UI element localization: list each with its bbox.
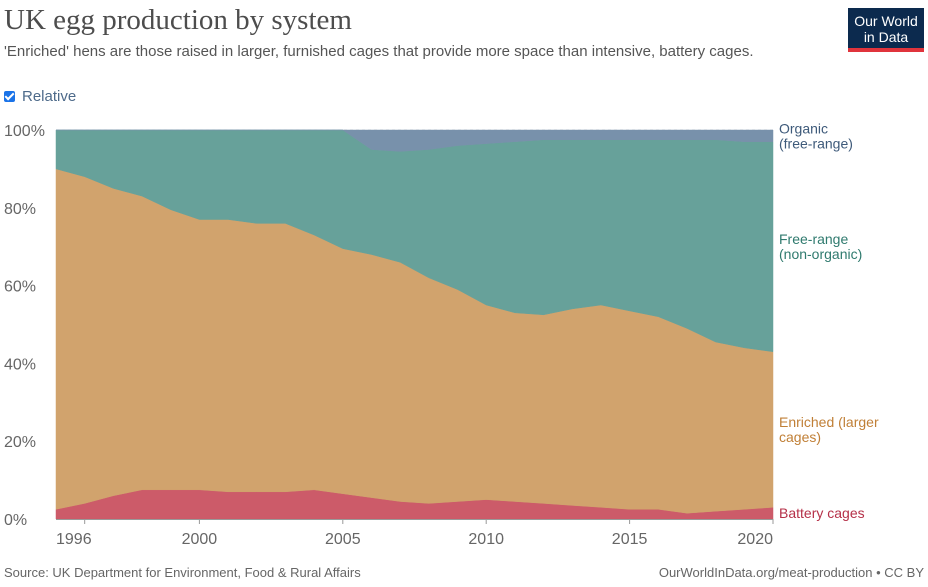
y-axis: 0% 20% 40% 60% 80% 100% xyxy=(4,123,45,529)
x-tick-label: 2020 xyxy=(737,531,773,548)
logo-line-2: in Data xyxy=(863,29,909,45)
relative-checkbox[interactable]: Relative xyxy=(4,88,76,105)
series-label-line: Enriched (larger xyxy=(779,414,879,430)
x-tick-label: 2010 xyxy=(468,531,504,548)
chart-plot: 0% 20% 40% 60% 80% 100% 1996 2000 2005 2010 2015 2… xyxy=(4,120,879,548)
series-labels: Organic (free-range) Free-range (non-organi… xyxy=(779,120,879,521)
y-tick-label: 40% xyxy=(4,356,36,373)
series-label-line: (non-organic) xyxy=(779,246,862,262)
area-organic xyxy=(56,129,774,152)
stacked-areas xyxy=(55,129,774,520)
series-label-battery: Battery cages xyxy=(779,505,865,521)
series-label-line: Free-range xyxy=(779,231,848,247)
series-label-enriched: Enriched (larger cages) xyxy=(779,414,879,445)
owid-logo[interactable]: Our World in Data xyxy=(848,8,924,52)
logo-accent-bar xyxy=(848,48,924,52)
series-label-organic: Organic (free-range) xyxy=(779,120,853,151)
y-tick-label: 100% xyxy=(4,123,45,140)
y-tick-label: 0% xyxy=(4,512,27,529)
x-tick-label: 2005 xyxy=(325,531,361,548)
x-axis: 1996 2000 2005 2010 2015 2020 xyxy=(56,519,774,548)
logo-line-1: Our World xyxy=(854,13,918,29)
series-label-line: Battery cages xyxy=(779,505,865,521)
x-tick-label: 2000 xyxy=(182,531,218,548)
series-label-free_range: Free-range (non-organic) xyxy=(779,231,862,262)
x-tick-label: 1996 xyxy=(56,531,92,548)
source-note[interactable]: Source: UK Department for Environment, F… xyxy=(4,565,361,580)
x-tick-label: 2015 xyxy=(612,531,648,548)
chart-title: UK egg production by system xyxy=(4,4,352,36)
series-label-line: (free-range) xyxy=(779,135,853,151)
credit-link[interactable]: OurWorldInData.org/meat-production • CC … xyxy=(658,565,924,580)
relative-label: Relative xyxy=(22,88,77,105)
y-tick-label: 20% xyxy=(4,434,36,451)
y-tick-label: 60% xyxy=(4,279,36,296)
y-tick-label: 80% xyxy=(4,201,36,218)
checkbox-checked-icon[interactable] xyxy=(4,91,15,102)
series-label-line: Organic xyxy=(779,120,828,136)
chart-subtitle: 'Enriched' hens are those raised in larg… xyxy=(4,43,754,60)
series-label-line: cages) xyxy=(779,429,821,445)
